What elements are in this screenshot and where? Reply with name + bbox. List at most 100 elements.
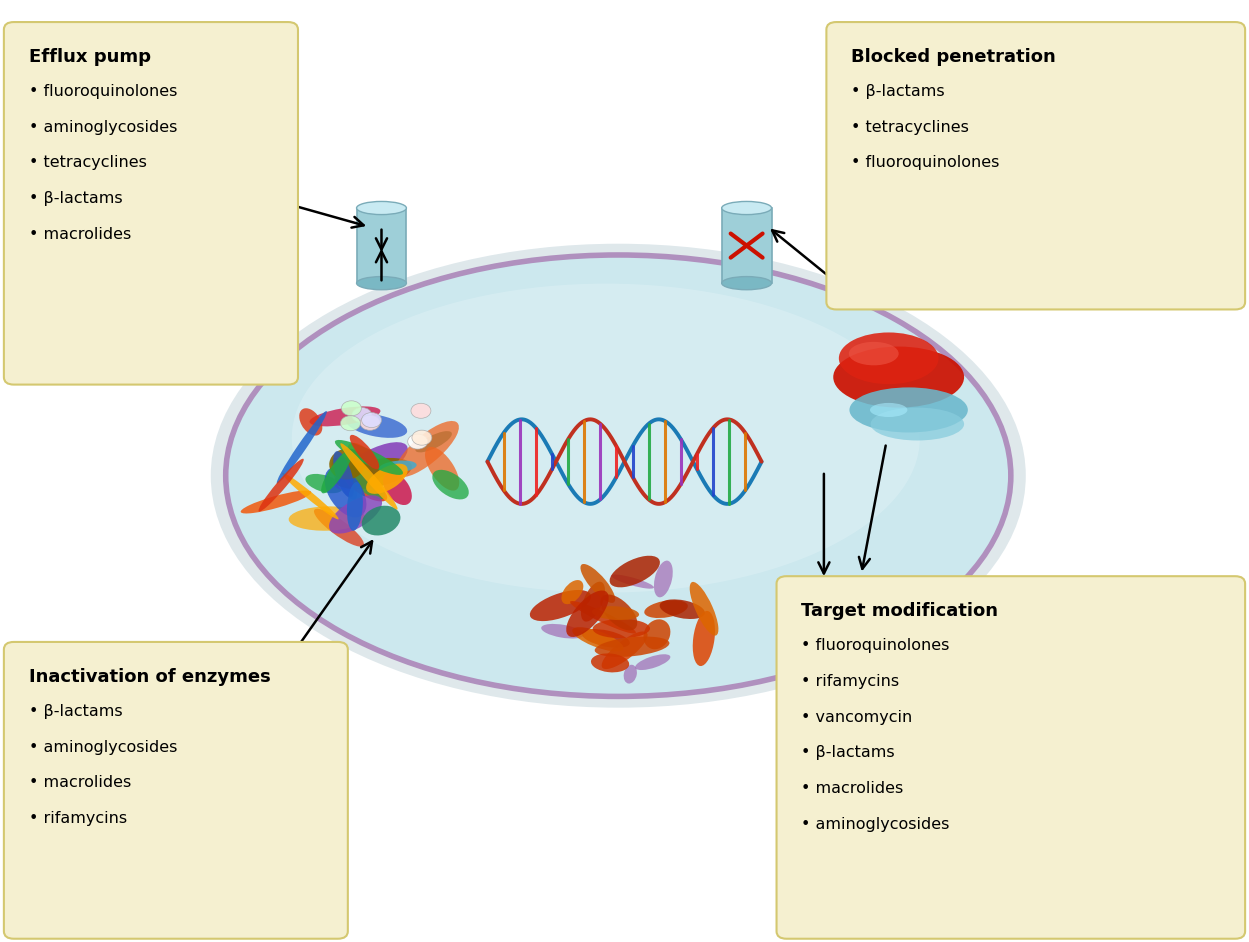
Ellipse shape (282, 473, 338, 519)
Ellipse shape (570, 601, 636, 634)
Ellipse shape (581, 581, 605, 622)
Ellipse shape (321, 449, 352, 494)
Text: • β-lactams: • β-lactams (802, 745, 896, 760)
Text: Target modification: Target modification (802, 603, 998, 621)
Ellipse shape (643, 619, 671, 649)
Ellipse shape (277, 411, 327, 483)
Ellipse shape (333, 442, 407, 490)
Ellipse shape (310, 406, 381, 427)
Ellipse shape (356, 277, 406, 290)
Ellipse shape (566, 591, 608, 637)
Ellipse shape (654, 560, 673, 597)
Ellipse shape (416, 431, 452, 452)
Ellipse shape (350, 435, 380, 469)
Ellipse shape (380, 461, 417, 473)
Text: • aminoglycosides: • aminoglycosides (29, 739, 177, 755)
Text: Blocked penetration: Blocked penetration (852, 48, 1057, 66)
Ellipse shape (541, 624, 585, 639)
Ellipse shape (341, 400, 361, 415)
Ellipse shape (366, 463, 407, 494)
Text: • aminoglycosides: • aminoglycosides (29, 120, 177, 135)
Ellipse shape (722, 202, 772, 215)
Ellipse shape (432, 470, 468, 499)
Text: • β-lactams: • β-lactams (29, 704, 122, 719)
Ellipse shape (562, 580, 583, 604)
Ellipse shape (360, 415, 380, 430)
Ellipse shape (383, 472, 412, 505)
Ellipse shape (328, 495, 382, 533)
Ellipse shape (623, 665, 637, 684)
Ellipse shape (871, 403, 907, 417)
Ellipse shape (722, 277, 772, 290)
Ellipse shape (595, 637, 669, 657)
Text: • fluoroquinolones: • fluoroquinolones (852, 155, 999, 171)
Text: • β-lactams: • β-lactams (852, 84, 945, 99)
Ellipse shape (361, 413, 381, 428)
FancyBboxPatch shape (4, 642, 347, 939)
Ellipse shape (407, 434, 427, 449)
FancyBboxPatch shape (722, 208, 772, 284)
FancyBboxPatch shape (356, 208, 406, 284)
Ellipse shape (411, 403, 431, 418)
Ellipse shape (333, 451, 353, 497)
Ellipse shape (644, 600, 688, 618)
Ellipse shape (335, 458, 412, 489)
Ellipse shape (582, 629, 629, 648)
Ellipse shape (340, 444, 397, 510)
Ellipse shape (337, 457, 385, 499)
Ellipse shape (636, 655, 671, 670)
Ellipse shape (331, 458, 357, 499)
Ellipse shape (211, 244, 1025, 707)
Ellipse shape (347, 443, 376, 472)
Ellipse shape (346, 414, 407, 438)
Ellipse shape (300, 408, 322, 435)
Ellipse shape (425, 447, 460, 491)
Ellipse shape (611, 575, 654, 589)
Ellipse shape (306, 474, 342, 494)
Ellipse shape (347, 482, 363, 530)
Ellipse shape (356, 202, 406, 215)
Ellipse shape (581, 564, 616, 603)
Ellipse shape (335, 440, 403, 475)
Ellipse shape (530, 590, 591, 621)
FancyBboxPatch shape (777, 577, 1245, 939)
Ellipse shape (292, 284, 919, 593)
Text: • tetracyclines: • tetracyclines (852, 120, 969, 135)
Ellipse shape (259, 459, 304, 512)
Ellipse shape (313, 509, 363, 546)
Ellipse shape (325, 467, 366, 517)
Text: • fluoroquinolones: • fluoroquinolones (802, 638, 949, 653)
Text: • rifamycins: • rifamycins (802, 674, 899, 689)
Text: • tetracyclines: • tetracyclines (29, 155, 146, 171)
Ellipse shape (352, 408, 372, 423)
Ellipse shape (362, 506, 401, 535)
Ellipse shape (591, 654, 629, 673)
Text: • macrolides: • macrolides (29, 775, 131, 790)
Text: • macrolides: • macrolides (29, 227, 131, 242)
Ellipse shape (341, 415, 361, 430)
Ellipse shape (689, 582, 718, 636)
Ellipse shape (412, 430, 432, 446)
Ellipse shape (593, 619, 649, 639)
Ellipse shape (849, 387, 968, 432)
Text: • fluoroquinolones: • fluoroquinolones (29, 84, 177, 99)
Ellipse shape (610, 556, 659, 588)
Ellipse shape (659, 599, 704, 619)
Ellipse shape (693, 611, 714, 666)
Text: • macrolides: • macrolides (802, 781, 904, 796)
Text: • rifamycins: • rifamycins (29, 811, 127, 826)
Text: • vancomycin: • vancomycin (802, 709, 913, 724)
Text: Inactivation of enzymes: Inactivation of enzymes (29, 668, 271, 686)
Ellipse shape (871, 408, 964, 441)
FancyBboxPatch shape (827, 22, 1245, 310)
Ellipse shape (330, 448, 365, 479)
Ellipse shape (395, 421, 458, 478)
Ellipse shape (849, 342, 899, 365)
Ellipse shape (241, 491, 311, 513)
Ellipse shape (592, 606, 639, 620)
Text: • β-lactams: • β-lactams (29, 191, 122, 206)
Ellipse shape (345, 473, 387, 501)
Text: Efflux pump: Efflux pump (29, 48, 151, 66)
Text: • aminoglycosides: • aminoglycosides (802, 817, 949, 832)
Ellipse shape (289, 507, 365, 530)
